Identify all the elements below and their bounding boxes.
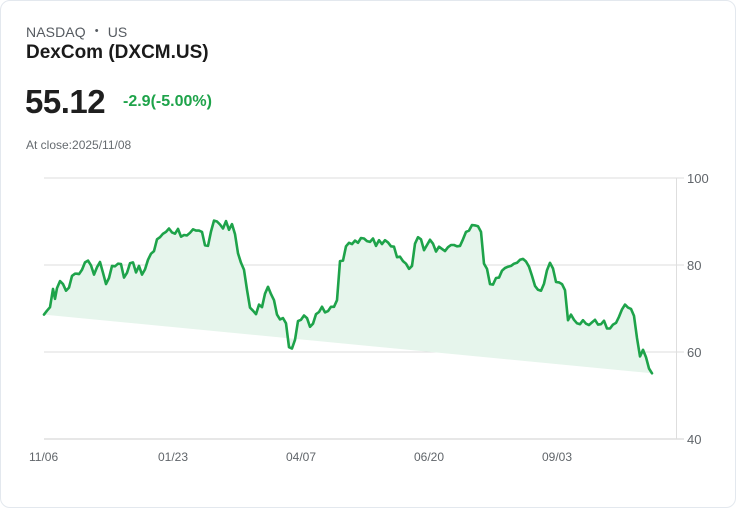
y-tick-label: 80 bbox=[687, 258, 701, 273]
current-price: 55.12 bbox=[25, 83, 106, 120]
stock-title: DexCom (DXCM.US) bbox=[26, 42, 209, 63]
region-label: US bbox=[107, 24, 128, 40]
price-line bbox=[42, 219, 654, 375]
x-tick-label: 06/20 bbox=[414, 450, 444, 464]
exchange-name: NASDAQ bbox=[26, 24, 86, 40]
x-tick-label: 09/03 bbox=[542, 450, 572, 464]
close-date: At close:2025/11/08 bbox=[26, 138, 132, 152]
y-tick-label: 60 bbox=[687, 345, 701, 360]
separator-dot: • bbox=[94, 25, 99, 37]
price-area-fill bbox=[44, 220, 652, 374]
price-change: -2.9(-5.00%) bbox=[123, 93, 212, 110]
y-tick-label: 40 bbox=[687, 432, 701, 447]
x-axis-labels: 11/06 01/23 04/07 06/20 09/03 bbox=[29, 450, 572, 464]
y-tick-label: 100 bbox=[687, 171, 709, 186]
x-tick-label: 01/23 bbox=[158, 450, 188, 464]
x-tick-label: 11/06 bbox=[29, 450, 58, 464]
y-axis-labels: 100 80 60 40 bbox=[687, 171, 709, 447]
exchange-row: NASDAQ • US bbox=[26, 24, 127, 40]
x-tick-label: 04/07 bbox=[286, 450, 316, 464]
